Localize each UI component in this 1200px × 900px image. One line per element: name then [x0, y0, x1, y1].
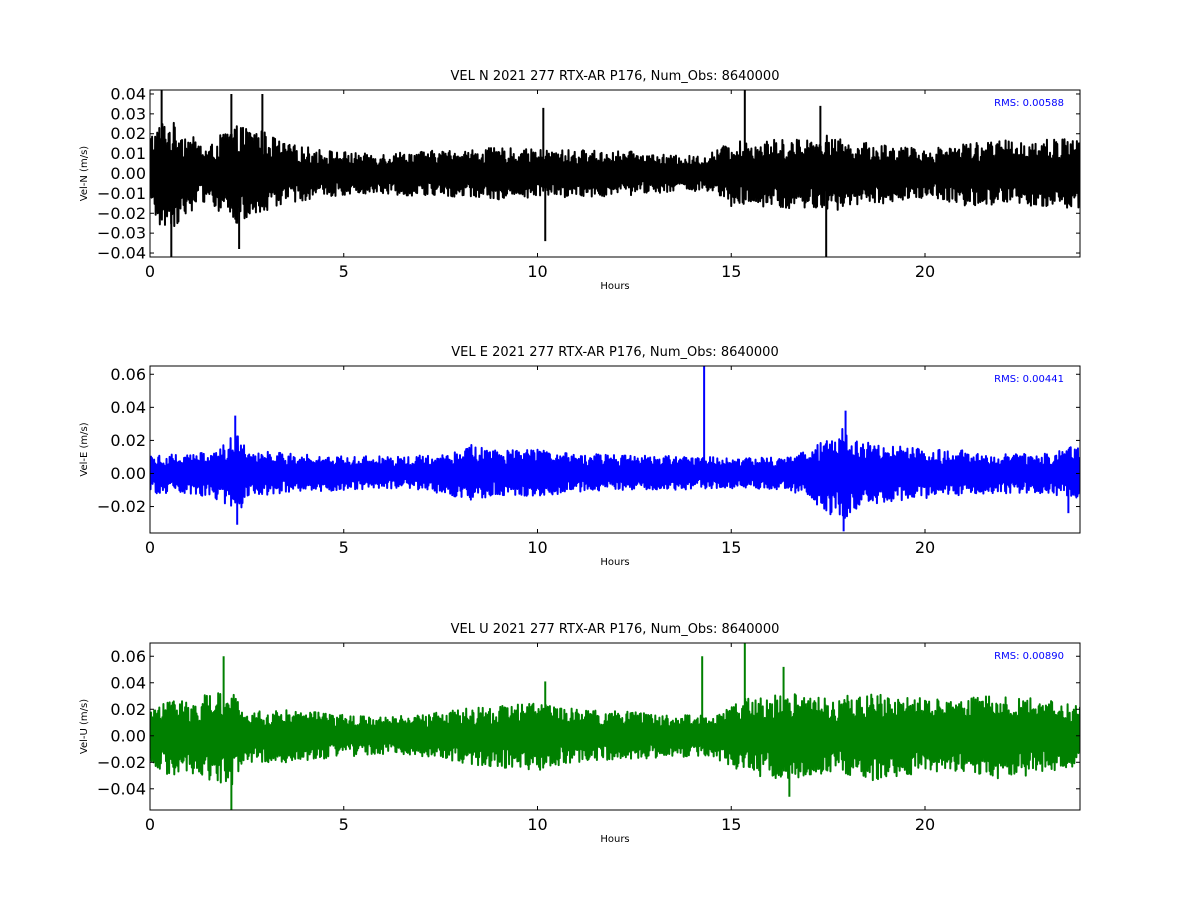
- vel-e-series-line: [150, 427, 1080, 519]
- vel-u-xtick-label: 10: [527, 815, 547, 834]
- vel-e-spikes: [234, 366, 1070, 532]
- vel-n-xtick-label: 15: [721, 262, 741, 281]
- vel-e-panel: 0 5 10 15 20 −0.02 0.00 0.02 0.04 0.06 VEL E 2021 …: [79, 345, 1081, 568]
- vel-u-spikes: [222, 643, 791, 810]
- vel-n-xlabel: Hours: [600, 281, 629, 292]
- vel-u-title: VEL U 2021 277 RTX-AR P176, Num_Obs: 864…: [451, 622, 780, 637]
- vel-u-ticks: 0 5 10 15 20 −0.04 −0.02 0.00 0.02 0.04 0.06: [97, 643, 1080, 834]
- vel-u-frame: [149, 642, 1081, 811]
- vel-n-ytick-label: −0.02: [97, 204, 146, 223]
- vel-u-xtick-label: 5: [339, 815, 349, 834]
- vel-n-xtick-label: 10: [527, 262, 547, 281]
- vel-e-ylabel: Vel-E (m/s): [79, 422, 90, 476]
- vel-u-ylabel: Vel-U (m/s): [79, 699, 90, 754]
- vel-u-ytick-label: −0.04: [97, 779, 146, 798]
- vel-n-title: VEL N 2021 277 RTX-AR P176, Num_Obs: 864…: [451, 69, 780, 84]
- vel-u-xtick-label: 15: [721, 815, 741, 834]
- vel-n-ytick-label: −0.01: [97, 184, 146, 203]
- vel-e-frame: [149, 365, 1081, 534]
- vel-n-ytick-label: 0.00: [110, 164, 146, 183]
- vel-n-series-line: [150, 121, 1080, 228]
- vel-n-xtick-label: 20: [915, 262, 935, 281]
- vel-n-ytick-label: −0.03: [97, 224, 146, 243]
- vel-n-spikes: [160, 90, 828, 257]
- vel-u-panel: 0 5 10 15 20 −0.04 −0.02 0.00 0.02 0.04 0.06 VEL U …: [79, 622, 1081, 845]
- vel-n-ytick-label: 0.01: [110, 144, 146, 163]
- vel-e-xtick-label: 5: [339, 538, 349, 557]
- vel-e-xtick-label: 15: [721, 538, 741, 557]
- vel-e-ticks: 0 5 10 15 20 −0.02 0.00 0.02 0.04 0.06: [97, 365, 1080, 557]
- vel-u-ytick-label: −0.02: [97, 753, 146, 772]
- vel-u-xtick-label: 0: [145, 815, 155, 834]
- vel-u-ytick-label: 0.02: [110, 700, 146, 719]
- vel-e-xtick-label: 10: [527, 538, 547, 557]
- vel-u-rms-annotation: RMS: 0.00890: [994, 651, 1064, 662]
- vel-e-title: VEL E 2021 277 RTX-AR P176, Num_Obs: 864…: [451, 345, 778, 360]
- vel-e-xtick-label: 20: [915, 538, 935, 557]
- vel-n-ticks: 0 5 10 15 20 −0.04−0.03−0.02−0.010.000.010.02…: [97, 84, 1080, 281]
- vel-e-ytick-label: 0.00: [110, 464, 146, 483]
- vel-u-ytick-label: 0.06: [110, 647, 146, 666]
- vel-e-xtick-label: 0: [145, 538, 155, 557]
- vel-n-ytick-label: 0.04: [110, 84, 146, 103]
- vel-e-rms-annotation: RMS: 0.00441: [994, 374, 1064, 385]
- vel-e-ytick-label: 0.04: [110, 398, 146, 417]
- vel-n-xtick-label: 0: [145, 262, 155, 281]
- vel-n-rms-annotation: RMS: 0.00588: [994, 98, 1064, 109]
- vel-u-xlabel: Hours: [600, 834, 629, 845]
- vel-u-series-line: [150, 692, 1080, 786]
- vel-n-ytick-label: −0.04: [97, 244, 146, 263]
- vel-n-frame: [149, 89, 1081, 258]
- vel-n-xtick-label: 5: [339, 262, 349, 281]
- vel-e-xlabel: Hours: [600, 557, 629, 568]
- vel-n-ytick-label: 0.03: [110, 104, 146, 123]
- vel-u-xtick-label: 20: [915, 815, 935, 834]
- vel-n-panel: 0 5 10 15 20 −0.04−0.03−0.02−0.010.000.010.02…: [79, 69, 1081, 292]
- vel-e-plot-area: [150, 366, 1080, 533]
- vel-u-ytick-label: 0.04: [110, 673, 146, 692]
- vel-u-ytick-label: 0.00: [110, 726, 146, 745]
- vel-n-ylabel: Vel-N (m/s): [79, 146, 90, 201]
- vel-e-ytick-label: 0.06: [110, 365, 146, 384]
- vel-e-ytick-label: −0.02: [97, 497, 146, 516]
- vel-e-ytick-label: 0.02: [110, 431, 146, 450]
- vel-n-ytick-label: 0.02: [110, 124, 146, 143]
